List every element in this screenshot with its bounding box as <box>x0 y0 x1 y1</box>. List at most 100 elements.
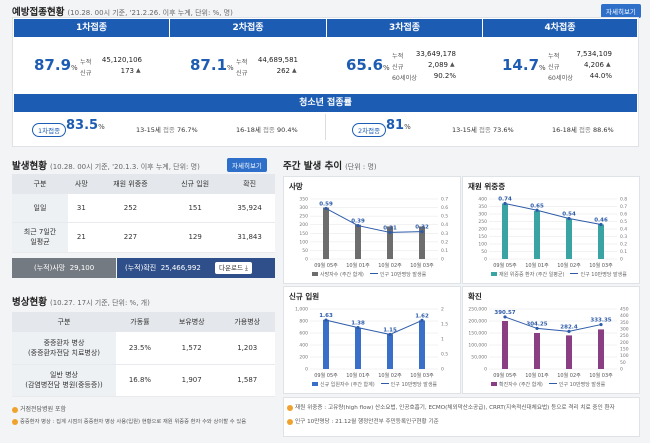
rate-line <box>504 316 602 332</box>
rate-data-label: 1.62 <box>415 313 429 319</box>
youth-second-pill: 2차접종 <box>352 123 387 137</box>
row-label-line2: (중증환자전담 치료병상) <box>27 348 101 357</box>
row-label-line2: (감염병전담 병원(중등증)) <box>25 381 103 389</box>
download-label: 다운로드 <box>219 264 243 272</box>
legend-line-swatch <box>380 383 389 384</box>
row-label-line1: 중증환자 병상 <box>43 338 85 347</box>
row-label-line1: 일반 병상 <box>50 371 78 379</box>
rate-point <box>388 230 392 235</box>
chart-svg: 050,000100,000150,000200,000250,00005010… <box>468 307 629 380</box>
rate-data-label: 0.39 <box>351 219 365 225</box>
y2-tick-label: 0 <box>441 257 444 263</box>
cell: 129 <box>166 222 225 253</box>
y2-tick-label: 0 <box>441 367 444 373</box>
chart-legend: 재원 위중증 환자 (주간 일평균) 인구 10만명당 발생률 <box>491 271 627 278</box>
y-tick-label: 400 <box>478 197 487 203</box>
bar <box>598 329 604 369</box>
chart-title: 신규 입원 <box>289 292 320 301</box>
dose3-cum-label: 누적 <box>392 53 404 60</box>
cum-conf-label: (누적)확진 <box>125 264 157 272</box>
legend-line-label: 인구 10만명당 발생률 <box>580 272 627 278</box>
cell: 252 <box>94 194 167 223</box>
dose3-new: 2,089 <box>427 61 448 69</box>
table-row: 일일 31 252 151 35,924 <box>12 194 275 223</box>
bullet-icon <box>12 406 18 413</box>
y2-tick-label: 50 <box>620 360 626 366</box>
beds-header-row: 구분 가동률 보유병상 가용병상 <box>12 312 275 332</box>
beds-note-2: 중증환자 병상 : 집계 시점의 중증환자 병상 사용(입원) 현황으로 재원 … <box>12 417 277 425</box>
up-arrow-icon: ▲ <box>136 67 141 74</box>
cum-death-value: 29,100 <box>69 264 95 272</box>
occurrence-title: 발생현황 <box>12 161 47 172</box>
y2-tick-label: 0.7 <box>620 204 627 210</box>
dose4-sixty: 44.0% <box>589 72 612 80</box>
y2-tick-label: 400 <box>620 313 629 319</box>
legend-bar-label: 신규 입원자수 (주간 합계) <box>320 382 375 388</box>
bar <box>419 320 425 369</box>
weekly-chart-3: 확진 0 50,000 100,000 150,000 200,000 250,000 0 50… <box>462 286 640 394</box>
rate-point <box>356 326 360 330</box>
dose2-new: 262 <box>276 67 290 75</box>
rate-data-label: 0.46 <box>594 218 608 224</box>
rate-data-label: 0.65 <box>530 203 544 209</box>
dose1-cum-label: 누적 <box>80 59 92 66</box>
dose1-new-label: 신규 <box>80 70 92 77</box>
y-tick-label: 350 <box>478 204 487 210</box>
dose4-sixty-label: 60세이상 <box>548 75 573 82</box>
up-arrow-icon: ▲ <box>292 67 297 74</box>
cell: 21 <box>68 222 95 253</box>
rate-point <box>567 329 571 333</box>
vaccination-section-title: 예방접종현황 (10.28. 00시 기준, '21.2.26. 이후 누계, 단… <box>12 4 233 18</box>
y-tick-label: 150 <box>299 231 308 237</box>
bar <box>323 207 329 259</box>
legend-line-swatch <box>548 383 557 384</box>
y-tick-label: 100 <box>478 242 487 248</box>
rate-data-label: 304.25 <box>526 321 547 327</box>
legend-bar-label: 확진자수 (주간 합계) <box>499 382 543 388</box>
col-header: 확진 <box>224 174 275 194</box>
bar <box>534 333 540 369</box>
y2-tick-label: 0.2 <box>441 239 448 245</box>
y-tick-label: 1,000 <box>295 307 308 313</box>
y2-tick-label: 0.4 <box>620 227 627 233</box>
y2-tick-label: 300 <box>620 327 629 333</box>
legend-line-swatch <box>570 273 579 274</box>
up-arrow-icon: ▲ <box>450 61 455 68</box>
legend-bar-swatch <box>491 382 497 386</box>
youth-first-13-15: 13-15세 접종 76.7% <box>136 126 198 134</box>
youth-second-16-18: 16-18세 접종 88.6% <box>552 126 614 134</box>
y-tick-label: 600 <box>299 331 308 337</box>
dose3-new-label: 신규 <box>392 64 404 71</box>
vaccination-detail-button[interactable]: 자세히보기 <box>601 4 641 18</box>
y-tick-label: 800 <box>299 319 308 325</box>
x-tick-label: 10월 02주 <box>557 372 581 379</box>
chart-svg: 0 200 400 600 800 1,000 0 0.5 1 1.5 2 09월 05주 10월 01… <box>295 307 448 380</box>
y2-tick-label: 0.1 <box>441 248 448 254</box>
y-tick-label: 0 <box>484 257 487 263</box>
dose1-cum: 45,120,106 <box>101 56 142 64</box>
rate-data-label: 0.32 <box>415 225 429 231</box>
occurrence-detail-button[interactable]: 자세히보기 <box>227 158 267 172</box>
col-header: 신규 입원 <box>166 174 225 194</box>
col-header: 가용병상 <box>219 312 275 332</box>
cell: 151 <box>166 194 225 223</box>
download-button[interactable]: 다운로드 ⤓ <box>215 262 252 274</box>
y-tick-label: 250 <box>299 214 308 220</box>
y2-tick-label: 200 <box>620 340 629 346</box>
y2-tick-label: 250 <box>620 333 629 339</box>
col-header: 보유병상 <box>163 312 220 332</box>
cell: 1,587 <box>219 364 275 397</box>
y2-tick-label: 350 <box>620 320 629 326</box>
cell: 1,572 <box>163 332 220 365</box>
dose3-rate: 65.6% <box>346 56 390 74</box>
cum-death-bar: (누적)사망 29,100 <box>12 258 116 278</box>
y-tick-label: 50,000 <box>471 355 487 361</box>
y-tick-label: 100,000 <box>468 343 487 349</box>
weekly-chart-2: 신규 입원 0 200 400 600 800 1,000 0 0.5 1 1.5 2 09월 05주 1… <box>283 286 461 394</box>
bar <box>598 224 604 259</box>
cell: 227 <box>94 222 167 253</box>
bullet-icon <box>12 418 18 425</box>
bullet-icon <box>287 418 293 425</box>
legend-bar-label: 사망자수 (주간 합계) <box>320 272 364 278</box>
bar <box>323 319 329 369</box>
